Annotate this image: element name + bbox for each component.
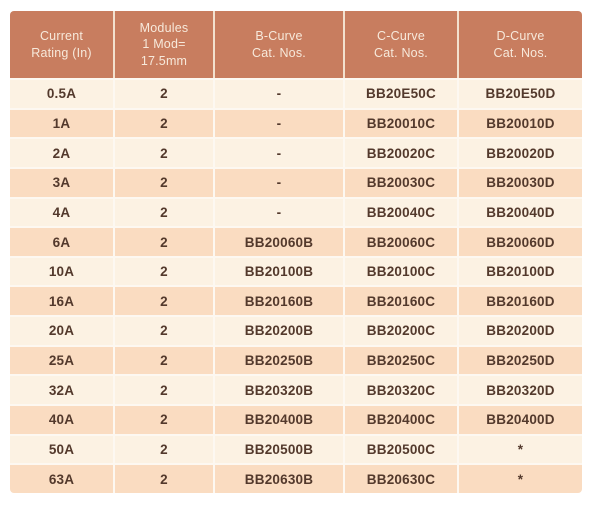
table-row: 16A 2 BB20160B BB20160C BB20160D	[10, 285, 582, 316]
table-cell: 2	[113, 109, 213, 138]
table-cell: BB20060C	[343, 228, 457, 256]
table-cell: 10A	[48, 264, 75, 280]
table-cell: 2	[113, 228, 213, 256]
table-cell: 0.5A	[46, 86, 77, 102]
table-cell: -	[213, 80, 343, 108]
table-row: 25A 2 BB20250B BB20250C BB20250D	[10, 344, 582, 375]
table-cell: BB20500B	[213, 435, 343, 464]
table-cell: BB20160D	[457, 287, 582, 316]
table-cell: 1A	[52, 115, 71, 131]
table-row: 32A 2 BB20320B BB20320C BB20320D	[10, 374, 582, 405]
header-cell-modules: Modules 1 Mod= 17.5mm	[113, 11, 213, 78]
table-cell: BB20400C	[343, 406, 457, 434]
table-cell: 40A	[48, 412, 75, 428]
table-cell: 2	[113, 465, 213, 493]
table-row: 50A 2 BB20500B BB20500C *	[10, 433, 582, 464]
table-cell: BB20100B	[213, 257, 343, 286]
header-cell-current-rating: Current Rating (In)	[31, 29, 92, 60]
table-cell: 2	[113, 376, 213, 405]
table-cell: BB20E50D	[457, 80, 582, 108]
table-cell: BB20250D	[457, 346, 582, 375]
table-cell: BB20100C	[343, 257, 457, 286]
table-cell: BB20010C	[343, 109, 457, 138]
table-cell: 32A	[48, 382, 75, 398]
header-cell-b-curve: B-Curve Cat. Nos.	[213, 11, 343, 78]
table-cell: 2	[113, 435, 213, 464]
table-row: 3A 2- BB20030C BB20030D	[10, 166, 582, 197]
table-cell: BB20200C	[343, 317, 457, 345]
table-cell: BB20320C	[343, 376, 457, 405]
table-cell: 2	[113, 198, 213, 227]
table-cell: 2	[113, 317, 213, 345]
table-cell: 2	[113, 80, 213, 108]
table-row: 6A 2 BB20060B BB20060C BB20060D	[10, 226, 582, 256]
table-cell: 2	[113, 346, 213, 375]
table-cell: 2	[113, 168, 213, 197]
table-cell: *	[457, 435, 582, 464]
table-cell: 2	[113, 406, 213, 434]
table-cell: *	[457, 465, 582, 493]
table-cell: BB20030D	[457, 168, 582, 197]
table-cell: 50A	[48, 442, 75, 457]
table-cell: BB20020D	[457, 139, 582, 167]
table-cell: 20A	[48, 323, 75, 339]
table-cell: 6A	[52, 234, 71, 250]
table-row: 0.5A 2- BB20E50C BB20E50D	[10, 78, 582, 108]
table-row: 10A 2 BB20100B BB20100C BB20100D	[10, 255, 582, 286]
table-cell: BB20400D	[457, 406, 582, 434]
table-cell: BB20500C	[343, 435, 457, 464]
table-row: 63A 2 BB20630B BB20630C *	[10, 463, 582, 493]
table-cell: 2	[113, 287, 213, 316]
table-cell: BB20250B	[213, 346, 343, 375]
table-row: 4A 2- BB20040C BB20040D	[10, 196, 582, 227]
table-cell: -	[213, 139, 343, 167]
table-cell: BB20020C	[343, 139, 457, 167]
table-row: 40A 2 BB20400B BB20400C BB20400D	[10, 404, 582, 434]
table-cell: BB20320D	[457, 376, 582, 405]
table-body: 0.5A 2- BB20E50C BB20E50D 1A 2- BB20010C BB2001…	[10, 78, 582, 493]
table-cell: -	[213, 198, 343, 227]
table-cell: BB20040D	[457, 198, 582, 227]
table-cell: -	[213, 109, 343, 138]
table-cell: BB20630B	[213, 465, 343, 493]
table-cell: 25A	[48, 353, 75, 369]
table-cell: BB20030C	[343, 168, 457, 197]
table-cell: 2	[113, 139, 213, 167]
table-cell: 3A	[52, 175, 71, 191]
header-cell-c-curve: C-Curve Cat. Nos.	[343, 11, 457, 78]
header-cell-d-curve: D-Curve Cat. Nos.	[457, 11, 582, 78]
table-cell: BB20250C	[343, 346, 457, 375]
table-cell: BB20400B	[213, 406, 343, 434]
table-cell: 63A	[48, 471, 75, 487]
table-cell: BB20200B	[213, 317, 343, 345]
table-cell: BB20160B	[213, 287, 343, 316]
table-row: 1A 2- BB20010C BB20010D	[10, 107, 582, 138]
table-cell: BB20E50C	[343, 80, 457, 108]
table-cell: BB20320B	[213, 376, 343, 405]
table-cell: BB20160C	[343, 287, 457, 316]
table-cell: BB20060D	[457, 228, 582, 256]
table-cell: 16A	[48, 293, 75, 309]
table-cell: BB20040C	[343, 198, 457, 227]
table-header-row: Current Rating (In) Modules 1 Mod= 17.5m…	[10, 11, 582, 78]
table-cell: 2	[113, 257, 213, 286]
table-row: 2A 2- BB20020C BB20020D	[10, 137, 582, 167]
table-cell: 4A	[52, 204, 71, 220]
table-cell: BB20060B	[213, 228, 343, 256]
table-cell: 2A	[52, 145, 71, 161]
table-cell: BB20100D	[457, 257, 582, 286]
breaker-catalog-table: Current Rating (In) Modules 1 Mod= 17.5m…	[10, 11, 582, 493]
table-cell: BB20010D	[457, 109, 582, 138]
table-cell: -	[213, 168, 343, 197]
table-cell: BB20200D	[457, 317, 582, 345]
table-row: 20A 2 BB20200B BB20200C BB20200D	[10, 315, 582, 345]
table-cell: BB20630C	[343, 465, 457, 493]
